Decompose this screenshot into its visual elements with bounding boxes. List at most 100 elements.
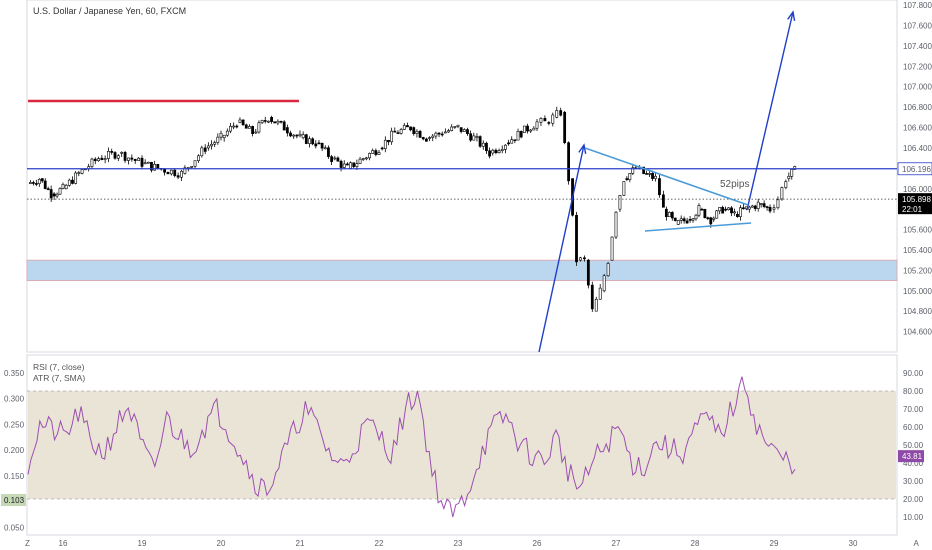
candle-body [279,120,283,123]
candle-body [380,147,384,150]
candle-body [358,158,362,164]
candle-body [225,130,229,136]
candle-body [327,147,330,157]
candle-body [349,162,352,169]
atr-tick-label: 0.200 [4,446,25,455]
candle-body [330,156,334,162]
candle-body [522,125,526,133]
rsi-tick-label: 20.00 [903,495,924,504]
candle-body [718,207,722,212]
candle-body [547,122,551,124]
candle-body [730,207,733,214]
candle-body [127,157,130,161]
candle-body [254,131,258,134]
candle-body [116,155,120,159]
candle-body [485,142,488,152]
rsi-legend[interactable]: RSI (7, close) [33,362,85,372]
candle-body [753,205,757,209]
candle-body [333,157,337,160]
candles [29,106,797,312]
candle-body [510,139,514,144]
candle-body [670,212,674,219]
candle-body [52,193,56,197]
price-tick-label: 107.000 [903,83,932,92]
candle-body [715,210,719,219]
candle-body [166,171,170,175]
candle-body [232,125,236,128]
up-arrow-head [578,143,587,154]
price-tick-label: 105.400 [903,246,932,255]
candle-body [190,166,194,168]
rsi-pane [27,376,897,518]
candle-body [377,152,381,155]
rsi-tick-label: 40.00 [903,459,924,468]
candle-body [431,135,435,138]
up-arrow-line [538,144,585,353]
candle-body [513,139,517,142]
candle-body [80,169,84,174]
candle-body [762,203,766,207]
candle-body [491,149,495,154]
candle-body [368,153,371,159]
candle-body [345,163,349,166]
candle-body [140,157,144,167]
candle-body [273,121,277,124]
candle-body [143,162,147,165]
candle-body [308,138,311,144]
candle-body [387,139,390,143]
candle-body [260,120,264,124]
candle-body [263,120,267,122]
price-tick-label: 106.800 [903,103,932,112]
candle-body [645,173,649,175]
candle-body [257,122,261,133]
rsi-tick-label: 10.00 [903,513,924,522]
candle-body [700,208,704,211]
candle-body [691,218,695,221]
candle-body [747,206,751,210]
candle-body [37,179,41,184]
candle-body [103,158,107,161]
support-zone [26,259,898,281]
candle-body [685,220,689,224]
candle-body [602,275,606,292]
candle-body [317,142,321,145]
candle-body [733,211,736,214]
candle-body [222,134,226,139]
candle-body [251,126,255,134]
atr-legend[interactable]: ATR (7, SMA) [33,373,85,383]
candle-body [421,137,425,140]
rsi-tick-label: 90.00 [903,369,924,378]
candle-body [628,173,632,181]
projection-arrow-head [787,10,796,21]
candle-body [688,219,692,221]
candle-body [123,152,127,161]
candle-body [183,167,187,174]
candle-body [406,125,409,128]
time-tick-label: 28 [691,539,700,548]
candle-body [447,130,450,133]
candle-body [113,152,117,159]
candle-body [200,147,204,157]
time-tick-label: 22 [375,539,384,548]
candle-body [582,257,586,260]
rsi-line [27,376,796,518]
candle-body [543,118,547,122]
candle-body [516,130,520,141]
candle-body [352,162,356,167]
candle-body [110,150,114,153]
candle-body [610,236,614,261]
candle-body [697,205,701,216]
candle-body [43,180,47,189]
levels [27,99,897,200]
candle-body [235,125,239,128]
candle-body [739,207,742,217]
candle-body [532,127,536,131]
time-tick-label: 21 [296,539,305,548]
price-tick-label: 107.600 [903,22,932,31]
candle-body [173,169,177,176]
pips-annotation: 52pips [720,179,749,190]
candle-body [673,217,677,221]
candle-body [107,150,110,159]
